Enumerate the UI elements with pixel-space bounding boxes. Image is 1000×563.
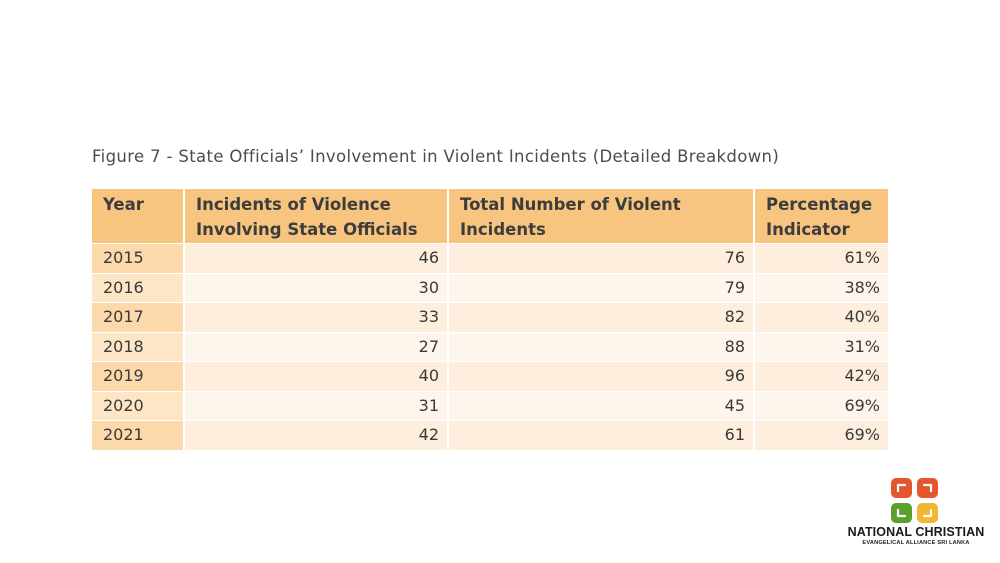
cell-percentage: 69% (753, 420, 888, 450)
header-line: Percentage (766, 195, 873, 214)
header-line: Involving State Officials (196, 220, 418, 239)
cell-percentage: 31% (753, 331, 888, 362)
table-header-row: Year Incidents of Violence Involving Sta… (92, 189, 888, 244)
cell-percentage: 61% (753, 243, 888, 273)
header-year-label: Year (103, 195, 144, 214)
header-line: Incidents (460, 220, 546, 239)
cell-total: 61 (447, 420, 754, 450)
organization-logo: NATIONAL CHRISTIAN EVANGELICAL ALLIANCE … (846, 475, 986, 553)
four-squares-logo-icon (891, 478, 938, 523)
table-row: 2017 33 82 40% (92, 302, 888, 332)
table-row: 2020 31 45 69% (92, 390, 888, 421)
cell-total: 88 (447, 331, 754, 362)
table-row: 2016 30 79 38% (92, 272, 888, 303)
cell-state-officials: 33 (183, 302, 448, 332)
cell-percentage: 69% (753, 390, 888, 421)
cell-year: 2017 (92, 302, 184, 332)
cell-total: 45 (447, 390, 754, 421)
cell-state-officials: 46 (183, 243, 448, 273)
incidents-table: Year Incidents of Violence Involving Sta… (92, 189, 888, 450)
cell-percentage: 38% (753, 272, 888, 303)
cell-year: 2021 (92, 420, 184, 450)
table-row: 2019 40 96 42% (92, 361, 888, 391)
cell-total: 96 (447, 361, 754, 391)
header-total-incidents: Total Number of Violent Incidents (447, 189, 754, 244)
header-year: Year (92, 189, 184, 244)
cell-year: 2016 (92, 272, 184, 303)
logo-subtitle: EVANGELICAL ALLIANCE SRI LANKA (862, 540, 970, 546)
cell-total: 82 (447, 302, 754, 332)
cell-state-officials: 27 (183, 331, 448, 362)
header-line: Total Number of Violent (460, 195, 681, 214)
cell-percentage: 40% (753, 302, 888, 332)
cell-percentage: 42% (753, 361, 888, 391)
logo-name: NATIONAL CHRISTIAN (847, 525, 985, 539)
cell-total: 76 (447, 243, 754, 273)
table-row: 2018 27 88 31% (92, 331, 888, 362)
cell-year: 2015 (92, 243, 184, 273)
cell-year: 2020 (92, 390, 184, 421)
cell-state-officials: 40 (183, 361, 448, 391)
cell-state-officials: 31 (183, 390, 448, 421)
header-line: Incidents of Violence (196, 195, 391, 214)
cell-total: 79 (447, 272, 754, 303)
header-line: Indicator (766, 220, 850, 239)
header-state-officials: Incidents of Violence Involving State Of… (183, 189, 448, 244)
table-row: 2015 46 76 61% (92, 243, 888, 273)
header-percentage: Percentage Indicator (753, 189, 888, 244)
table-row: 2021 42 61 69% (92, 420, 888, 450)
figure-title: Figure 7 - State Officials’ Involvement … (92, 147, 780, 166)
cell-year: 2018 (92, 331, 184, 362)
cell-year: 2019 (92, 361, 184, 391)
cell-state-officials: 42 (183, 420, 448, 450)
cell-state-officials: 30 (183, 272, 448, 303)
